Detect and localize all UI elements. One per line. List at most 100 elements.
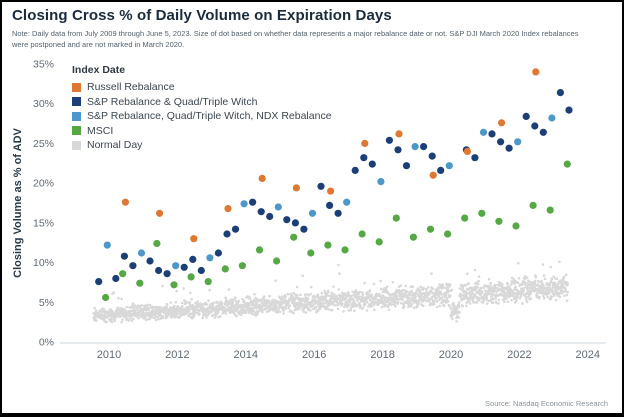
dot-normal-day[interactable] <box>330 308 334 312</box>
dot-normal-day[interactable] <box>558 295 562 299</box>
dot-normal-day[interactable] <box>246 301 250 305</box>
dot-normal-day[interactable] <box>165 306 169 309</box>
dot-normal-day[interactable] <box>140 303 143 307</box>
dot-normal-day[interactable] <box>260 308 264 311</box>
dot-normal-day[interactable] <box>93 306 96 310</box>
dot-normal-day[interactable] <box>354 289 358 292</box>
dot-normal-day[interactable] <box>457 305 461 309</box>
dot-normal-day[interactable] <box>292 311 295 315</box>
dot-normal-day[interactable] <box>451 313 455 317</box>
dot-normal-day[interactable] <box>323 305 327 309</box>
dot-normal-day[interactable] <box>113 319 116 323</box>
dot-normal-day[interactable] <box>509 283 513 286</box>
dot-normal-day[interactable] <box>200 305 203 308</box>
dot-msci[interactable] <box>187 273 195 281</box>
dot-normal-day[interactable] <box>468 299 471 303</box>
dot-normal-day[interactable] <box>361 307 365 310</box>
dot-normal-day[interactable] <box>385 289 389 293</box>
dot-normal-day[interactable] <box>266 301 269 305</box>
dot-normal-day[interactable] <box>270 304 273 307</box>
dot-s-p-rebalance-quad-triple-witch[interactable] <box>197 266 205 275</box>
dot-normal-day[interactable] <box>431 295 434 299</box>
dot-russell-rebalance[interactable] <box>429 171 437 179</box>
dot-normal-day[interactable] <box>367 293 371 296</box>
dot-normal-day[interactable] <box>542 274 546 277</box>
legend-item-normal-day[interactable]: Normal Day <box>72 138 332 153</box>
dot-normal-day[interactable] <box>253 298 256 302</box>
dot-normal-day[interactable] <box>264 307 267 311</box>
legend-item-s-p-rebalance-quad-triple-witch[interactable]: S&P Rebalance & Quad/Triple Witch <box>72 95 332 110</box>
dot-normal-day[interactable] <box>497 302 500 305</box>
dot-normal-day[interactable] <box>275 305 279 309</box>
dot-msci[interactable] <box>512 222 520 230</box>
dot-s-p-rebalance-quad-triple-witch-ndx-rebalance[interactable] <box>411 143 419 151</box>
dot-normal-day[interactable] <box>95 319 98 322</box>
dot-normal-day[interactable] <box>339 294 343 297</box>
dot-normal-day[interactable] <box>105 320 109 324</box>
dot-normal-day[interactable] <box>346 305 349 309</box>
dot-normal-day[interactable] <box>316 293 320 297</box>
dot-normal-day[interactable] <box>542 284 545 287</box>
dot-normal-day[interactable] <box>201 316 204 320</box>
dot-normal-day[interactable] <box>299 293 302 297</box>
dot-msci[interactable] <box>102 293 110 302</box>
dot-normal-day[interactable] <box>224 296 227 300</box>
dot-normal-day[interactable] <box>484 289 487 292</box>
dot-s-p-rebalance-quad-triple-witch-ndx-rebalance[interactable] <box>548 114 556 122</box>
dot-s-p-rebalance-quad-triple-witch[interactable] <box>129 262 137 270</box>
dot-normal-day[interactable] <box>191 303 195 307</box>
dot-normal-day[interactable] <box>189 291 192 295</box>
dot-normal-day[interactable] <box>516 281 520 285</box>
dot-normal-day[interactable] <box>490 293 494 296</box>
dot-russell-rebalance[interactable] <box>292 184 300 192</box>
dot-s-p-rebalance-quad-triple-witch-ndx-rebalance[interactable] <box>445 162 453 170</box>
dot-s-p-rebalance-quad-triple-witch-ndx-rebalance[interactable] <box>172 262 180 270</box>
dot-normal-day[interactable] <box>314 305 318 309</box>
dot-normal-day[interactable] <box>443 304 446 307</box>
dot-s-p-rebalance-quad-triple-witch[interactable] <box>95 278 103 286</box>
dot-russell-rebalance[interactable] <box>121 198 129 206</box>
dot-normal-day[interactable] <box>513 282 516 286</box>
dot-normal-day[interactable] <box>248 297 252 300</box>
dot-normal-day[interactable] <box>444 286 447 290</box>
dot-normal-day[interactable] <box>472 297 476 300</box>
dot-normal-day[interactable] <box>461 286 465 290</box>
dot-normal-day[interactable] <box>365 309 369 312</box>
dot-normal-day[interactable] <box>390 303 393 306</box>
dot-normal-day[interactable] <box>528 294 531 297</box>
dot-normal-day[interactable] <box>178 316 181 319</box>
dot-s-p-rebalance-quad-triple-witch-ndx-rebalance[interactable] <box>240 200 248 208</box>
dot-normal-day[interactable] <box>446 287 450 290</box>
dot-msci[interactable] <box>221 265 229 273</box>
dot-normal-day[interactable] <box>435 300 439 303</box>
dot-normal-day[interactable] <box>525 298 528 302</box>
dot-normal-day[interactable] <box>525 276 529 279</box>
dot-normal-day[interactable] <box>132 307 135 310</box>
dot-normal-day[interactable] <box>182 287 185 290</box>
dot-normal-day[interactable] <box>438 304 442 308</box>
dot-normal-day[interactable] <box>395 295 399 299</box>
dot-s-p-rebalance-quad-triple-witch[interactable] <box>428 152 436 160</box>
dot-normal-day[interactable] <box>148 317 152 320</box>
dot-normal-day[interactable] <box>216 300 219 304</box>
dot-normal-day[interactable] <box>211 303 215 307</box>
dot-normal-day[interactable] <box>361 291 364 294</box>
dot-normal-day[interactable] <box>304 311 308 314</box>
dot-s-p-rebalance-quad-triple-witch[interactable] <box>368 160 376 168</box>
dot-normal-day[interactable] <box>320 291 324 295</box>
dot-normal-day[interactable] <box>455 307 459 311</box>
dot-msci[interactable] <box>324 241 332 249</box>
dot-normal-day[interactable] <box>127 319 131 322</box>
dot-normal-day[interactable] <box>516 294 519 298</box>
dot-normal-day[interactable] <box>422 304 425 308</box>
dot-normal-day[interactable] <box>537 280 540 283</box>
dot-normal-day[interactable] <box>564 273 568 277</box>
dot-normal-day[interactable] <box>417 302 421 305</box>
dot-normal-day[interactable] <box>402 304 406 308</box>
dot-normal-day[interactable] <box>416 303 419 307</box>
dot-normal-day[interactable] <box>363 281 366 285</box>
dot-normal-day[interactable] <box>306 297 310 301</box>
dot-normal-day[interactable] <box>538 295 541 299</box>
dot-normal-day[interactable] <box>517 262 520 265</box>
dot-normal-day[interactable] <box>485 296 489 300</box>
